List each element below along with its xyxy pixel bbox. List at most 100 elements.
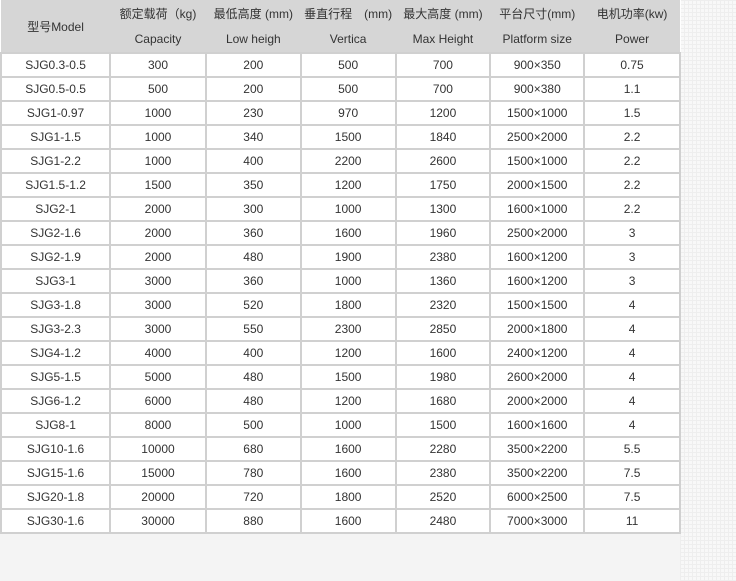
table-row: SJG4-1.2 4000 400 1200 1600 2400×1200 4 [0, 340, 681, 366]
table-row: SJG15-1.6 15000 780 1600 2380 3500×2200 7.5 [0, 460, 681, 486]
cell-vertical: 1600 [299, 436, 397, 462]
cell-capacity: 10000 [109, 436, 207, 462]
table-row: SJG1-2.2 1000 400 2200 2600 1500×1000 2.2 [0, 148, 681, 174]
table-row: SJG3-1 3000 360 1000 1360 1600×1200 3 [0, 268, 681, 294]
cell-model: SJG3-1.8 [0, 292, 112, 318]
cell-max-height: 1960 [394, 220, 492, 246]
cell-power: 4 [583, 412, 681, 438]
cell-power: 3 [583, 268, 681, 294]
cell-model: SJG1-0.97 [0, 100, 112, 126]
cell-model: SJG1.5-1.2 [0, 172, 112, 198]
header-row-en: Capacity Low heigh Vertica Max Height Pl… [1, 26, 680, 53]
cell-platform-size: 7000×3000 [489, 508, 586, 534]
cell-low-height: 480 [204, 244, 302, 270]
cell-low-height: 550 [204, 316, 302, 342]
cell-vertical: 1800 [299, 292, 397, 318]
cell-power: 1.1 [583, 76, 681, 102]
cell-max-height: 1980 [394, 364, 492, 390]
cell-low-height: 360 [204, 220, 302, 246]
table-row: SJG3-2.3 3000 550 2300 2850 2000×1800 4 [0, 316, 681, 342]
cell-max-height: 2600 [394, 148, 492, 174]
cell-model: SJG1-2.2 [0, 148, 112, 174]
cell-vertical: 1000 [299, 196, 397, 222]
cell-vertical: 2200 [299, 148, 397, 174]
table-row: SJG3-1.8 3000 520 1800 2320 1500×1500 4 [0, 292, 681, 318]
cell-platform-size: 3500×2200 [489, 460, 586, 486]
cell-power: 2.2 [583, 148, 681, 174]
header-max-height-en: Max Height [395, 26, 491, 53]
cell-vertical: 1500 [299, 124, 397, 150]
cell-max-height: 700 [394, 52, 492, 78]
cell-max-height: 2380 [394, 460, 492, 486]
cell-max-height: 1200 [394, 100, 492, 126]
cell-low-height: 520 [204, 292, 302, 318]
cell-model: SJG10-1.6 [0, 436, 112, 462]
header-capacity-en: Capacity [110, 26, 206, 53]
cell-max-height: 2280 [394, 436, 492, 462]
cell-platform-size: 900×350 [489, 52, 586, 78]
table-row: SJG6-1.2 6000 480 1200 1680 2000×2000 4 [0, 388, 681, 414]
table-row: SJG1-0.97 1000 230 970 1200 1500×1000 1.5 [0, 100, 681, 126]
cell-capacity: 1000 [109, 148, 207, 174]
table-row: SJG0.5-0.5 500 200 500 700 900×380 1.1 [0, 76, 681, 102]
cell-power: 7.5 [583, 460, 681, 486]
header-power-cn: 电机功率(kw) [584, 0, 680, 26]
header-platform-en: Platform size [490, 26, 585, 53]
cell-low-height: 500 [204, 412, 302, 438]
cell-vertical: 1200 [299, 172, 397, 198]
cell-low-height: 680 [204, 436, 302, 462]
cell-platform-size: 6000×2500 [489, 484, 586, 510]
cell-power: 2.2 [583, 196, 681, 222]
cell-low-height: 720 [204, 484, 302, 510]
cell-max-height: 2850 [394, 316, 492, 342]
cell-vertical: 500 [299, 52, 397, 78]
cell-low-height: 400 [204, 148, 302, 174]
cell-power: 1.5 [583, 100, 681, 126]
cell-capacity: 5000 [109, 364, 207, 390]
cell-power: 2.2 [583, 172, 681, 198]
table-row: SJG10-1.6 10000 680 1600 2280 3500×2200 5.5 [0, 436, 681, 462]
table-row: SJG2-1 2000 300 1000 1300 1600×1000 2.2 [0, 196, 681, 222]
table-row: SJG1-1.5 1000 340 1500 1840 2500×2000 2.2 [0, 124, 681, 150]
cell-power: 0.75 [583, 52, 681, 78]
cell-max-height: 1300 [394, 196, 492, 222]
cell-platform-size: 2000×2000 [489, 388, 586, 414]
cell-capacity: 2000 [109, 244, 207, 270]
cell-max-height: 700 [394, 76, 492, 102]
cell-low-height: 480 [204, 388, 302, 414]
cell-vertical: 970 [299, 100, 397, 126]
cell-vertical: 1800 [299, 484, 397, 510]
cell-model: SJG0.3-0.5 [0, 52, 112, 78]
cell-capacity: 30000 [109, 508, 207, 534]
cell-platform-size: 1600×1000 [489, 196, 586, 222]
cell-capacity: 20000 [109, 484, 207, 510]
cell-model: SJG2-1 [0, 196, 112, 222]
cell-max-height: 1840 [394, 124, 492, 150]
cell-model: SJG4-1.2 [0, 340, 112, 366]
cell-platform-size: 1500×1000 [489, 100, 586, 126]
background-pattern [680, 0, 736, 581]
cell-vertical: 1000 [299, 268, 397, 294]
cell-vertical: 1200 [299, 340, 397, 366]
cell-model: SJG5-1.5 [0, 364, 112, 390]
cell-low-height: 480 [204, 364, 302, 390]
cell-vertical: 1600 [299, 220, 397, 246]
cell-max-height: 2480 [394, 508, 492, 534]
header-platform-cn: 平台尺寸(mm) [490, 0, 585, 26]
table-row: SJG0.3-0.5 300 200 500 700 900×350 0.75 [0, 52, 681, 78]
table-row: SJG20-1.8 20000 720 1800 2520 6000×2500 7.5 [0, 484, 681, 510]
header-low-height-cn: 最低高度 (mm) [205, 0, 301, 26]
cell-capacity: 500 [109, 76, 207, 102]
cell-vertical: 1600 [299, 508, 397, 534]
cell-power: 2.2 [583, 124, 681, 150]
header-vertical-en: Vertica [300, 26, 396, 53]
cell-model: SJG8-1 [0, 412, 112, 438]
cell-platform-size: 2400×1200 [489, 340, 586, 366]
cell-low-height: 230 [204, 100, 302, 126]
cell-max-height: 2520 [394, 484, 492, 510]
cell-power: 11 [583, 508, 681, 534]
table-row: SJG30-1.6 30000 880 1600 2480 7000×3000 11 [0, 508, 681, 534]
header-power-en: Power [584, 26, 680, 53]
header-max-height-cn: 最大高度 (mm) [395, 0, 491, 26]
cell-platform-size: 1500×1000 [489, 148, 586, 174]
